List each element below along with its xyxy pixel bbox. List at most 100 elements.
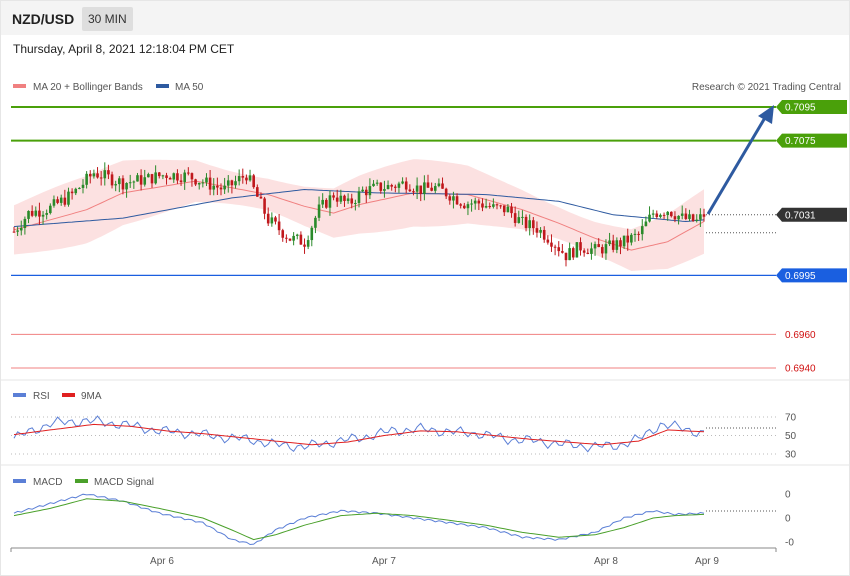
candle-body	[197, 182, 201, 185]
macdsig-legend-label: MACD Signal	[94, 477, 154, 488]
candle-body	[78, 187, 81, 189]
candle	[532, 217, 535, 235]
candle-body	[582, 250, 586, 253]
candle-body	[121, 178, 125, 190]
candle-body	[415, 185, 419, 192]
candle-body	[604, 244, 608, 254]
bollinger-band	[14, 159, 704, 271]
candle-body	[535, 228, 539, 233]
candle	[88, 170, 92, 184]
candle-body	[12, 231, 16, 233]
candle-body	[662, 214, 666, 216]
candle-body	[154, 172, 157, 184]
candle-body	[241, 176, 245, 178]
candle-body	[423, 182, 426, 194]
candle	[187, 167, 190, 176]
level-0-7075-label: 0.7075	[785, 136, 816, 147]
candle	[492, 198, 495, 209]
candle	[601, 244, 604, 258]
candle-body	[343, 195, 346, 201]
candle-body	[510, 206, 513, 214]
candle	[553, 244, 557, 256]
timeframe-button[interactable]: 30 MIN	[82, 7, 133, 31]
candle	[502, 205, 506, 217]
candle	[216, 177, 219, 196]
level-0-7031-label: 0.7031	[785, 210, 816, 221]
candle	[459, 203, 462, 209]
candle	[190, 172, 194, 187]
candle-body	[63, 197, 67, 205]
candle-body	[404, 181, 408, 190]
candle	[401, 177, 404, 185]
candle-body	[147, 174, 150, 178]
candle-body	[201, 182, 205, 184]
macd-tick-label: 0	[785, 514, 791, 525]
candle	[38, 202, 41, 225]
candle	[495, 203, 499, 210]
candle-body	[354, 202, 357, 204]
candle-body	[49, 205, 52, 214]
candle-body	[408, 189, 412, 192]
candle	[343, 194, 346, 207]
candle-body	[234, 181, 237, 186]
candle	[128, 174, 132, 188]
candle-body	[223, 185, 226, 190]
candle-body	[640, 226, 644, 235]
candle-body	[677, 215, 680, 220]
candle	[30, 205, 34, 218]
candle	[16, 226, 19, 236]
candle-body	[19, 228, 23, 231]
candle-body	[412, 191, 415, 193]
ma20-legend-swatch	[13, 84, 26, 88]
candle	[132, 180, 136, 189]
candle	[368, 178, 372, 199]
candle-body	[303, 244, 306, 247]
candle	[172, 172, 176, 183]
candle-body	[637, 233, 640, 235]
candle	[651, 209, 655, 218]
candle	[295, 233, 299, 240]
candle	[52, 195, 56, 208]
candle	[259, 192, 263, 199]
candle-body	[579, 242, 582, 251]
candle	[688, 209, 691, 222]
candle-body	[492, 204, 495, 207]
candle	[70, 188, 74, 200]
candle-body	[673, 216, 677, 220]
candle	[34, 206, 38, 218]
candle-body	[317, 204, 321, 218]
candle-body	[590, 248, 593, 254]
level-0-6960-label: 0.6960	[785, 330, 816, 341]
candle	[499, 204, 502, 209]
candle-body	[495, 204, 499, 206]
time-axis-label: Apr 6	[150, 556, 174, 567]
level-0-6995-tag	[776, 268, 847, 283]
candle-body	[266, 213, 270, 224]
candle	[179, 174, 183, 186]
candle	[619, 237, 622, 255]
candle	[437, 178, 441, 188]
candle-body	[248, 175, 252, 181]
candle	[452, 191, 455, 209]
rsi-legend-swatch	[13, 393, 26, 397]
candle-body	[455, 196, 459, 205]
candle-body	[274, 217, 277, 222]
candle-body	[187, 172, 190, 174]
time-axis-label: Apr 9	[695, 556, 719, 567]
candle-body	[107, 170, 110, 175]
candle	[270, 212, 274, 227]
candle-body	[136, 175, 139, 182]
candle-body	[252, 175, 255, 188]
rsi-legend-label: RSI	[33, 391, 50, 402]
candle-body	[463, 205, 466, 209]
candle-body	[655, 213, 659, 217]
level-0-6995-label: 0.6995	[785, 271, 816, 282]
candle-body	[532, 220, 535, 229]
candle-body	[335, 197, 339, 202]
candle	[444, 187, 448, 200]
candle	[590, 242, 593, 260]
candle	[430, 182, 433, 192]
candle	[463, 202, 466, 210]
symbol-title: NZD/USD	[12, 11, 75, 27]
macd-legend-label: MACD	[33, 477, 62, 488]
